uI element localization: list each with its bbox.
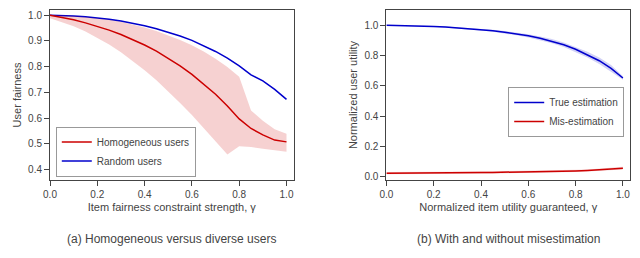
svg-text:True estimation: True estimation [549, 97, 618, 108]
svg-text:1.0: 1.0 [364, 20, 378, 31]
svg-text:0.5: 0.5 [28, 138, 42, 149]
svg-text:0.2: 0.2 [364, 141, 378, 152]
svg-text:1.0: 1.0 [616, 189, 630, 200]
svg-text:0.6: 0.6 [364, 80, 378, 91]
svg-text:User fairness: User fairness [11, 62, 23, 127]
svg-text:0.2: 0.2 [427, 189, 441, 200]
svg-text:1.0: 1.0 [28, 10, 42, 21]
svg-text:0.4: 0.4 [474, 189, 488, 200]
svg-text:0.6: 0.6 [521, 189, 535, 200]
svg-text:Normalized user utility: Normalized user utility [347, 40, 359, 149]
svg-text:0.8: 0.8 [28, 61, 42, 72]
svg-text:Mis-estimation: Mis-estimation [549, 116, 613, 127]
svg-text:0.0: 0.0 [379, 189, 393, 200]
svg-text:0.2: 0.2 [90, 189, 104, 200]
svg-text:(b) With and without misestima: (b) With and without misestimation [417, 232, 600, 246]
svg-text:0.9: 0.9 [28, 35, 42, 46]
svg-text:0.8: 0.8 [569, 189, 583, 200]
svg-text:0.0: 0.0 [43, 189, 57, 200]
svg-text:0.4: 0.4 [138, 189, 152, 200]
svg-text:0.8: 0.8 [364, 50, 378, 61]
svg-text:0.4: 0.4 [28, 164, 42, 175]
svg-text:Random users: Random users [97, 156, 162, 167]
svg-text:Homogeneous users: Homogeneous users [97, 137, 189, 148]
svg-text:Normalized item utility guaran: Normalized item utility guaranteed, γ [419, 201, 597, 213]
svg-text:0.6: 0.6 [185, 189, 199, 200]
svg-text:0.8: 0.8 [232, 189, 246, 200]
svg-text:1.0: 1.0 [280, 189, 294, 200]
svg-text:0.7: 0.7 [28, 87, 42, 98]
svg-text:Item fairness constraint stren: Item fairness constraint strength, γ [88, 201, 257, 213]
svg-text:(a) Homogeneous versus diverse: (a) Homogeneous versus diverse users [67, 232, 276, 246]
svg-text:0.0: 0.0 [364, 171, 378, 182]
svg-text:0.6: 0.6 [28, 113, 42, 124]
svg-text:0.4: 0.4 [364, 111, 378, 122]
